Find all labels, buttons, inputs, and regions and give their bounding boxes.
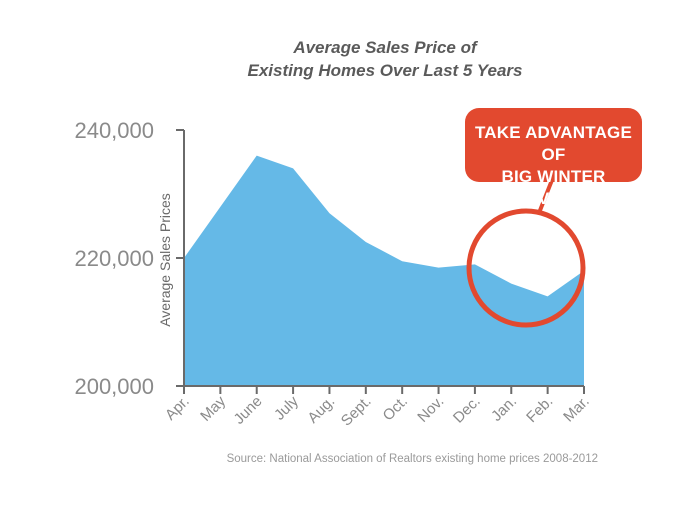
x-tick-label: Feb. — [523, 393, 556, 426]
x-tick-label: Apr. — [162, 393, 193, 424]
x-tick-label: Nov. — [414, 393, 447, 426]
y-axis-label: Average Sales Prices — [157, 193, 173, 327]
x-tick-label: June — [231, 393, 266, 428]
x-tick-label: Mar. — [560, 393, 593, 426]
callout-pointer — [537, 179, 554, 214]
x-tick-label: Oct. — [380, 393, 411, 424]
winter-highlight-circle — [466, 208, 586, 328]
callout-line2: BIG WINTER SAVINGS — [501, 167, 606, 208]
x-tick-label: Dec. — [450, 393, 484, 427]
source-note: Source: National Association of Realtors… — [226, 453, 598, 465]
winter-savings-callout: TAKE ADVANTAGE OF BIG WINTER SAVINGS — [465, 108, 642, 208]
x-tick-label: Aug. — [304, 393, 338, 427]
price-area — [184, 155, 584, 386]
y-tick-label: 200,000 — [74, 374, 154, 399]
callout-line1: TAKE ADVANTAGE OF — [474, 123, 633, 164]
x-tick-label: July — [271, 392, 302, 423]
x-tick-label: Sept. — [338, 393, 375, 430]
x-tick-label: May — [197, 392, 229, 424]
x-tick-label: Jan. — [488, 393, 520, 425]
chart-title-line2: Existing Homes Over Last 5 Years — [247, 61, 523, 80]
chart-title-line1: Average Sales Price of — [293, 38, 477, 57]
y-tick-label: 220,000 — [74, 246, 154, 271]
y-tick-label: 240,000 — [74, 118, 154, 143]
